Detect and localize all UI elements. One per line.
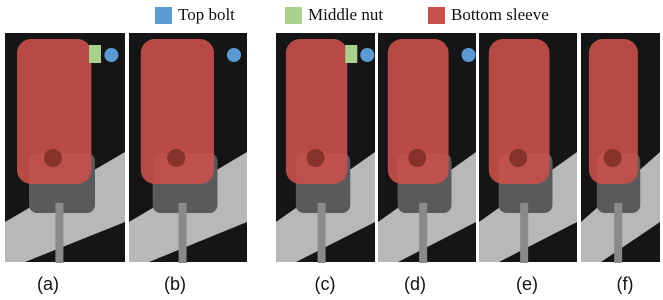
bolt-overlay: [360, 48, 374, 62]
bolt-overlay: [227, 48, 241, 62]
legend-swatch: [428, 7, 445, 24]
nut-overlay: [89, 45, 101, 63]
sleeve-hole: [408, 149, 426, 167]
photo-panel: [479, 33, 577, 263]
photo-panel: [5, 33, 125, 263]
sleeve-hole: [307, 149, 325, 167]
legend-label: Middle nut: [308, 5, 383, 24]
panel-label: (b): [164, 274, 186, 294]
bolt-overlay: [462, 48, 476, 62]
rod: [179, 203, 187, 263]
legend-label: Top bolt: [178, 5, 235, 24]
panel-label: (d): [404, 274, 426, 294]
figure: Top bolt Middle nut Bottom sleeve (a) (b) (c)…: [0, 0, 663, 300]
photo-panel: [276, 33, 375, 263]
legend-swatch: [155, 7, 172, 24]
rod: [419, 203, 427, 263]
legend-swatch: [285, 7, 302, 24]
legend-label: Bottom sleeve: [451, 5, 549, 24]
sleeve-hole: [604, 149, 622, 167]
sleeve-hole: [44, 149, 62, 167]
nut-overlay: [345, 45, 357, 63]
sleeve-hole: [167, 149, 185, 167]
rod: [318, 203, 326, 263]
rod: [55, 203, 63, 263]
photo-panel: [378, 33, 476, 263]
sleeve-hole: [509, 149, 527, 167]
panel-label: (c): [315, 274, 336, 294]
panel-label: (f): [617, 274, 634, 294]
photo-panel: [129, 33, 247, 263]
rod: [520, 203, 528, 263]
page: {"legend": [ {"label": "Top bolt", "colo…: [0, 0, 663, 300]
panel-label: (e): [516, 274, 538, 294]
bolt-overlay: [104, 48, 118, 62]
photo-panel: [581, 33, 660, 263]
panel-label: (a): [37, 274, 59, 294]
rod: [614, 203, 622, 263]
